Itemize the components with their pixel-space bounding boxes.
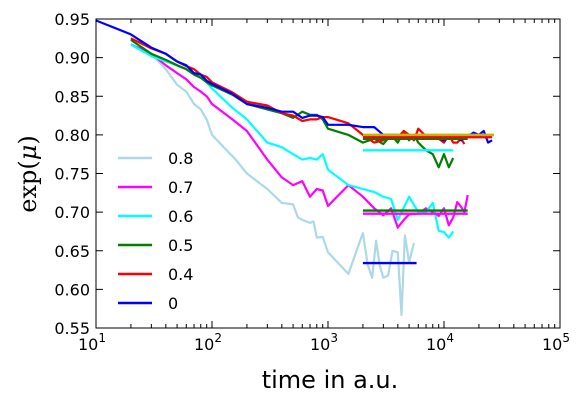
x-tick-label: 105 (542, 331, 570, 354)
legend-label: 0.5 (168, 236, 193, 255)
legend-label: 0.6 (168, 207, 193, 226)
legend: 0.8 0.7 0.6 0.5 0.4 0 (118, 149, 193, 313)
y-tick-label: 0.70 (54, 203, 90, 222)
y-tick-label: 0.55 (54, 319, 90, 338)
x-tick-label: 101 (78, 331, 106, 354)
y-tick-label: 0.90 (54, 49, 90, 68)
legend-label: 0.7 (168, 178, 193, 197)
legend-label: 0.4 (168, 265, 193, 284)
x-tick-label: 104 (426, 331, 454, 354)
y-tick-label: 0.85 (54, 87, 90, 106)
x-tick-label: 103 (310, 331, 338, 354)
x-axis-label: time in a.u. (262, 366, 399, 394)
plateau-layer (362, 133, 495, 265)
series-line-0-8 (130, 43, 415, 316)
y-tick-label: 0.95 (54, 10, 90, 29)
legend-label: 0 (168, 294, 178, 313)
x-tick-label: 102 (194, 331, 222, 354)
y-axis-label: exp(μ) (14, 135, 42, 212)
legend-label: 0.8 (168, 149, 193, 168)
y-tick-label: 0.80 (54, 126, 90, 145)
y-tick-label: 0.75 (54, 165, 90, 184)
y-tick-label: 0.65 (54, 242, 90, 261)
tick-layer: 101 102 103 104 1050.550.600.650.700.750.800… (54, 10, 570, 354)
series-line-0-5 (130, 38, 455, 169)
y-tick-label: 0.60 (54, 280, 90, 299)
